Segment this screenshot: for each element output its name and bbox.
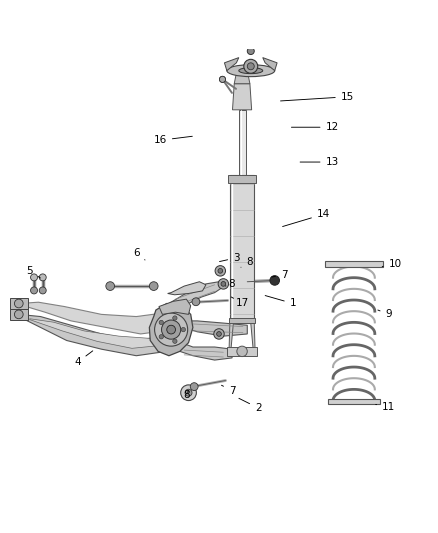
Polygon shape [10,309,28,320]
Text: 6: 6 [133,248,145,260]
Polygon shape [30,319,158,349]
Circle shape [219,76,226,83]
Circle shape [14,310,23,319]
Text: 5: 5 [26,266,40,278]
Text: 1: 1 [265,296,296,309]
Polygon shape [233,84,252,110]
Circle shape [214,329,224,339]
Circle shape [149,282,158,290]
Circle shape [173,339,177,343]
Text: 9: 9 [378,309,392,319]
Circle shape [192,298,200,305]
Polygon shape [229,318,255,323]
Polygon shape [251,323,255,351]
Text: 4: 4 [74,351,93,367]
Polygon shape [19,314,173,356]
Polygon shape [227,347,257,356]
Circle shape [218,269,223,273]
Polygon shape [159,299,191,314]
Circle shape [219,76,226,83]
Text: 13: 13 [300,157,339,167]
Circle shape [14,299,23,308]
Circle shape [155,313,187,346]
Polygon shape [149,303,193,356]
Polygon shape [224,58,239,71]
Circle shape [159,320,163,325]
Circle shape [215,265,226,276]
Polygon shape [230,175,254,323]
Text: 10: 10 [382,260,402,269]
Polygon shape [20,302,176,334]
Circle shape [39,274,46,281]
Text: 8: 8 [241,257,253,267]
Text: 8: 8 [183,390,190,400]
Circle shape [185,389,192,396]
Text: 7: 7 [222,385,235,395]
Polygon shape [168,282,206,295]
Circle shape [39,287,46,294]
Text: 12: 12 [291,122,339,132]
Circle shape [237,346,247,357]
Circle shape [221,281,226,286]
Ellipse shape [239,68,263,74]
Circle shape [270,276,279,285]
Polygon shape [10,298,28,309]
Polygon shape [234,75,250,84]
Polygon shape [156,336,232,360]
Circle shape [217,332,221,336]
Circle shape [181,385,196,400]
Polygon shape [263,58,277,71]
Text: 7: 7 [272,270,288,280]
Polygon shape [162,282,221,314]
Circle shape [173,316,177,320]
Circle shape [247,47,254,54]
Circle shape [159,335,163,339]
Polygon shape [328,399,380,404]
Circle shape [244,59,258,73]
Text: 11: 11 [376,402,396,411]
Polygon shape [239,110,246,175]
Circle shape [167,325,176,334]
Circle shape [247,63,254,70]
Polygon shape [325,261,383,266]
Text: 17: 17 [231,297,250,309]
Circle shape [162,320,181,339]
Polygon shape [228,175,256,183]
Circle shape [31,274,38,281]
Polygon shape [182,321,247,336]
Circle shape [181,327,185,332]
Polygon shape [229,323,233,351]
Circle shape [190,383,198,391]
Text: 15: 15 [280,92,354,102]
Circle shape [31,287,38,294]
Circle shape [106,282,115,290]
Ellipse shape [227,64,275,77]
Circle shape [218,279,229,289]
Text: 2: 2 [239,398,261,413]
Text: 8: 8 [226,279,235,289]
Text: 14: 14 [283,209,330,227]
Text: 3: 3 [219,253,240,263]
Text: 16: 16 [154,135,192,146]
